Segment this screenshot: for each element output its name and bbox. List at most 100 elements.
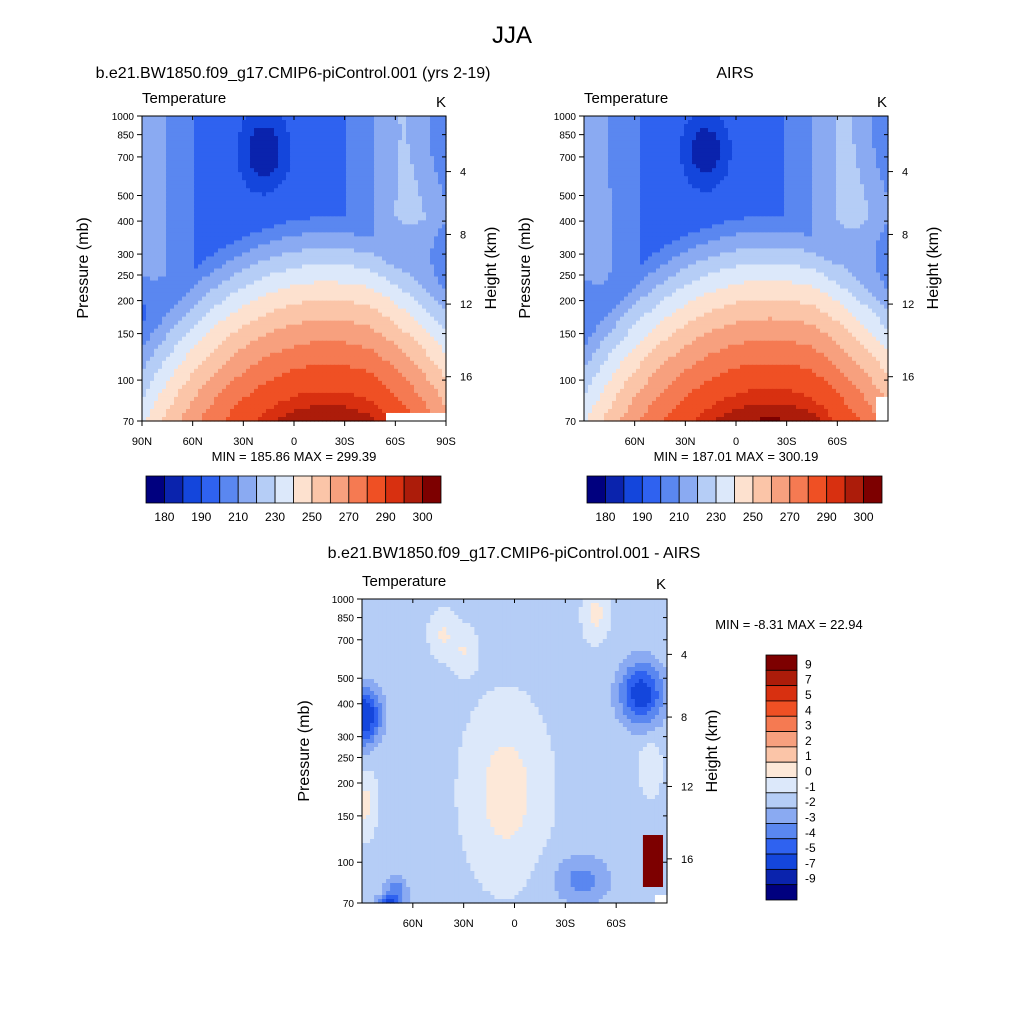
field-cell <box>274 284 279 290</box>
field-cell <box>330 304 335 310</box>
field-cell <box>326 120 331 125</box>
field-cell <box>202 172 207 177</box>
field-cell <box>282 352 287 358</box>
field-cell <box>294 196 299 201</box>
field-cell <box>210 340 215 346</box>
field-cell <box>258 268 263 274</box>
field-cell <box>250 148 255 153</box>
field-cell <box>346 316 351 322</box>
field-cell <box>402 336 407 342</box>
field-cell <box>262 196 267 201</box>
field-cell <box>150 196 155 201</box>
field-cell <box>382 260 387 266</box>
field-cell <box>150 160 155 165</box>
field-cell <box>150 172 155 177</box>
field-cell <box>154 160 159 165</box>
field-cell <box>294 340 299 346</box>
field-cell <box>166 188 171 193</box>
field-cell <box>374 260 379 266</box>
field-cell <box>406 236 411 241</box>
field-cell <box>178 352 183 358</box>
field-cell <box>390 248 395 254</box>
field-cell <box>222 188 227 193</box>
field-cell <box>418 368 423 374</box>
field-cell <box>274 124 279 129</box>
field-cell <box>358 260 363 266</box>
field-cell <box>218 332 223 338</box>
field-cell <box>298 148 303 153</box>
field-cell <box>442 188 447 193</box>
field-cell <box>278 348 283 354</box>
field-cell <box>402 224 407 229</box>
field-cell <box>250 288 255 294</box>
field-cell <box>254 260 259 266</box>
field-cell <box>202 300 207 306</box>
field-cell <box>386 220 391 225</box>
field-cell <box>386 136 391 141</box>
field-cell <box>246 360 251 366</box>
field-cell <box>186 160 191 165</box>
page-title: JJA <box>492 22 532 49</box>
field-cell <box>314 364 319 370</box>
field-cell <box>422 152 427 157</box>
field-cell <box>154 228 159 233</box>
field-cell <box>398 224 403 229</box>
field-cell <box>282 252 287 258</box>
field-cell <box>354 360 359 366</box>
field-cell <box>402 180 407 185</box>
field-cell <box>382 252 387 258</box>
field-cell <box>438 276 443 282</box>
field-cell <box>234 116 239 121</box>
field-cell <box>254 180 259 185</box>
field-cell <box>406 116 411 121</box>
field-cell <box>190 372 195 378</box>
field-cell <box>438 284 443 290</box>
field-cell <box>422 344 427 350</box>
field-cell <box>170 288 175 294</box>
field-cell <box>414 276 419 282</box>
field-cell <box>206 368 211 374</box>
field-cell <box>238 252 243 258</box>
field-cell <box>206 348 211 354</box>
field-cell <box>326 148 331 153</box>
field-cell <box>258 308 263 314</box>
field-cell <box>306 188 311 193</box>
field-cell <box>318 128 323 133</box>
field-cell <box>274 272 279 278</box>
field-cell <box>198 348 203 354</box>
field-cell <box>274 244 279 250</box>
field-cell <box>366 268 371 274</box>
field-cell <box>234 364 239 370</box>
field-cell <box>362 128 367 133</box>
field-cell <box>146 224 151 229</box>
field-cell <box>394 160 399 165</box>
field-cell <box>310 140 315 145</box>
field-cell <box>218 132 223 137</box>
field-cell <box>302 228 307 233</box>
field-cell <box>438 224 443 229</box>
field-cell <box>346 356 351 362</box>
field-cell <box>162 132 167 137</box>
field-cell <box>162 136 167 141</box>
field-cell <box>358 156 363 161</box>
field-cell <box>358 328 363 334</box>
field-cell <box>198 276 203 282</box>
field-cell <box>266 324 271 330</box>
field-cell <box>318 136 323 141</box>
field-cell <box>442 332 447 338</box>
field-cell <box>314 296 319 302</box>
field-cell <box>326 160 331 165</box>
field-cell <box>314 164 319 169</box>
field-cell <box>322 296 327 302</box>
field-cell <box>142 120 147 125</box>
field-cell <box>186 192 191 197</box>
field-cell <box>426 372 431 378</box>
field-cell <box>198 224 203 229</box>
field-cell <box>302 324 307 330</box>
field-cell <box>234 124 239 129</box>
field-cell <box>242 300 247 306</box>
field-cell <box>382 316 387 322</box>
field-cell <box>342 132 347 137</box>
field-cell <box>214 148 219 153</box>
field-cell <box>238 292 243 298</box>
